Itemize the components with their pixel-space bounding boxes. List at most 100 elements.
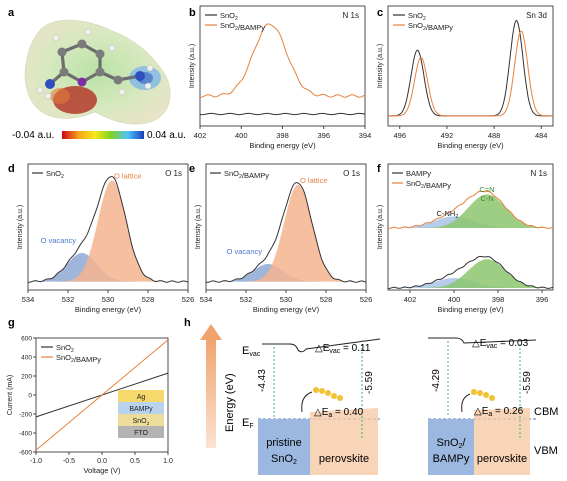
y-axis-label: Intensity (a.u.) [17,205,24,249]
energy-diagram: Energy (eV) Evac EF pristine SnO2 perovs… [200,324,558,475]
panel-letter-g: g [8,317,15,329]
panel-letter-a: a [8,7,15,19]
inset-layer-label: BAMPy [129,406,153,413]
legend-label-part: SnO [406,179,421,188]
chart-d: 534 532 530 528 526 Binding energy (eV) Intens… [17,163,195,314]
x-tick-label: 400 [235,131,248,140]
x-tick-label: 532 [240,295,253,304]
x-tick-label: 496 [394,131,407,140]
chart-title: O 1s [165,169,182,178]
panel-letter-h: h [184,317,191,329]
vacancy-label: O vacancy [41,236,77,245]
legend-label: SnO2 [46,169,64,180]
electron-transfer-left [301,387,343,413]
legend-label-sub: 2 [423,26,426,32]
legend-label-part: /BAMPy [426,23,453,32]
y-tick-label: -200 [19,412,32,419]
x-tick-label: 398 [276,131,289,140]
y-tick-label: 600 [21,336,32,343]
chart-title: O 1s [343,169,360,178]
chart-g: -1.0 -0.5 0.0 0.5 1.0 -600 -400 -200 0 200 400 600 V… [7,336,173,476]
legend-label-part: SnO [220,21,235,30]
legend-label: SnO2 [408,11,426,22]
dea-right: △Ea = 0.26 [474,406,524,418]
legend-label-part: /BAMPy [74,355,101,364]
legend-label-sub: 2 [239,174,242,180]
x-tick-label: 402 [404,295,417,304]
y-tick-label: 0 [28,393,32,400]
fit-component-1 [206,184,366,282]
perovskite-label-left: perovskite [319,453,369,465]
x-axis-label: Binding energy (eV) [253,305,320,314]
fit-component-1-1 [388,259,553,288]
dea-left: △Ea = 0.40 [314,407,364,419]
chart-c: 496 492 488 484 Binding energy (eV) Intensity… [377,5,554,150]
legend-label-part: SnO [408,11,423,20]
sno2-bampy-box [428,419,474,475]
fit-component-0 [28,253,188,282]
chart-c-frame [387,5,554,127]
measured-line [205,182,367,283]
colorbar-min-label: -0.04 a.u. [12,130,54,141]
legend-label-sub: 2 [235,16,238,22]
inset-layer [118,426,164,438]
legend-label-part: SnO [220,11,235,20]
legend-label-part: SnO [408,21,423,30]
chart-title: N 1s [343,11,359,20]
panel-letter-c: c [377,7,383,19]
series-line-1 [199,23,366,98]
legend-label: SnO2/BAMPy [224,169,269,180]
legend-label-part: SnO [56,353,71,362]
legend-label: BAMPy [406,169,431,178]
colorbar-max-label: 0.04 a.u. [147,130,186,141]
lattice-label: O lattice [114,171,142,180]
energy-axis-label: Energy (eV) [224,373,236,432]
x-tick-label: -1.0 [30,458,42,465]
x-tick-label: 396 [536,295,549,304]
x-tick-label: 528 [142,295,155,304]
evac-label-left: Evac [242,345,261,358]
nh-label-part: C- [437,209,445,218]
y-tick-label: 400 [21,355,32,362]
x-axis-label: Binding energy (eV) [437,141,504,150]
legend-label-sub: 2 [235,26,238,32]
chart-e: 534 532 530 528 526 Binding energy (eV) Intens… [195,163,373,314]
y-axis-label: Intensity (a.u.) [195,205,202,249]
legend-label-part: /BAMPy [424,181,451,190]
x-tick-label: 526 [360,295,373,304]
x-tick-label: 530 [280,295,293,304]
legend-label: SnO2/BAMPy [406,179,451,190]
legend-label-part: SnO [224,169,239,178]
legend-label: SnO2 [220,11,238,22]
fit-component-1 [28,180,188,282]
vbm-left: -5.59 [364,371,375,394]
dvac-right: △Evac = 0.03 [472,338,529,350]
legend-label-sub: 2 [423,16,426,22]
legend-label-sub: 2 [71,348,74,354]
legend-label-part: SnO [56,343,71,352]
y-axis-label: Intensity (a.u.) [189,44,196,88]
x-tick-label: 402 [194,131,207,140]
fit-component-0-1 [388,194,553,228]
y-tick-label: 200 [21,374,32,381]
x-tick-label: 396 [317,131,330,140]
electron-transfer-right [461,389,495,413]
y-axis-label: Intensity (a.u.) [377,44,384,88]
inset-layer-label-sub: 2 [147,421,150,427]
nh-label-sub: 2 [455,214,458,220]
inset-layer-label-part: FTO [134,430,148,437]
cn-label-2: C-N [480,194,493,203]
sno2-label-left: SnO2 [271,453,297,466]
x-tick-label: 534 [22,295,35,304]
x-tick-label: 526 [182,295,195,304]
x-tick-label: 394 [359,131,372,140]
series-line-0 [199,112,366,116]
sno2-label-right: SnO2/ [437,437,467,450]
x-tick-label: 528 [320,295,333,304]
esp-molecule-surface [24,19,171,125]
perovskite-label-right: perovskite [477,453,527,465]
y-axis-label: Intensity (a.u.) [377,205,384,249]
wf-right: -4.29 [431,369,442,392]
perovskite-box-right [474,408,530,475]
lattice-label: O lattice [300,176,328,185]
